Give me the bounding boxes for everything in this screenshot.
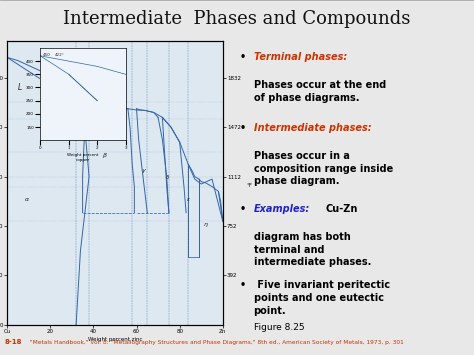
- X-axis label: Weight percent zinc: Weight percent zinc: [88, 337, 142, 342]
- Text: $\eta$: $\eta$: [203, 221, 209, 229]
- Text: 8-18: 8-18: [5, 339, 22, 345]
- Text: "Metals Handbook," vol. 8: "Metallography Structures and Phase Diagrams," 8th ed: "Metals Handbook," vol. 8: "Metallograph…: [26, 340, 404, 345]
- Text: Five invariant peritectic
points and one eutectic
point.: Five invariant peritectic points and one…: [254, 280, 390, 316]
- Text: Figure 8.25: Figure 8.25: [254, 323, 304, 332]
- Text: 422°: 422°: [55, 53, 64, 57]
- Text: Phases occur in a
composition range inside
phase diagram.: Phases occur in a composition range insi…: [254, 151, 393, 186]
- Text: Cu-Zn: Cu-Zn: [326, 204, 358, 214]
- Text: 450: 450: [43, 53, 51, 57]
- Text: $\delta$: $\delta$: [164, 173, 170, 181]
- Text: Intermediate  Phases and Compounds: Intermediate Phases and Compounds: [64, 10, 410, 28]
- Text: diagram has both
terminal and
intermediate phases.: diagram has both terminal and intermedia…: [254, 232, 371, 267]
- Y-axis label: °F: °F: [246, 183, 252, 188]
- Text: $\gamma$: $\gamma$: [141, 167, 147, 175]
- Text: Phases occur at the end
of phase diagrams.: Phases occur at the end of phase diagram…: [254, 80, 386, 103]
- Text: $\alpha$: $\alpha$: [24, 196, 30, 203]
- Text: •: •: [239, 52, 246, 62]
- Text: •: •: [239, 123, 246, 133]
- Text: Examples:: Examples:: [254, 204, 310, 214]
- Text: Intermediate phases:: Intermediate phases:: [254, 123, 371, 133]
- Text: $\beta$: $\beta$: [102, 151, 108, 160]
- Text: •: •: [239, 280, 246, 290]
- Text: •: •: [239, 204, 246, 214]
- Text: $\varepsilon$: $\varepsilon$: [186, 196, 191, 203]
- X-axis label: Weight percent
copper: Weight percent copper: [67, 153, 99, 162]
- Text: L: L: [18, 83, 22, 92]
- Text: Terminal phases:: Terminal phases:: [254, 52, 347, 62]
